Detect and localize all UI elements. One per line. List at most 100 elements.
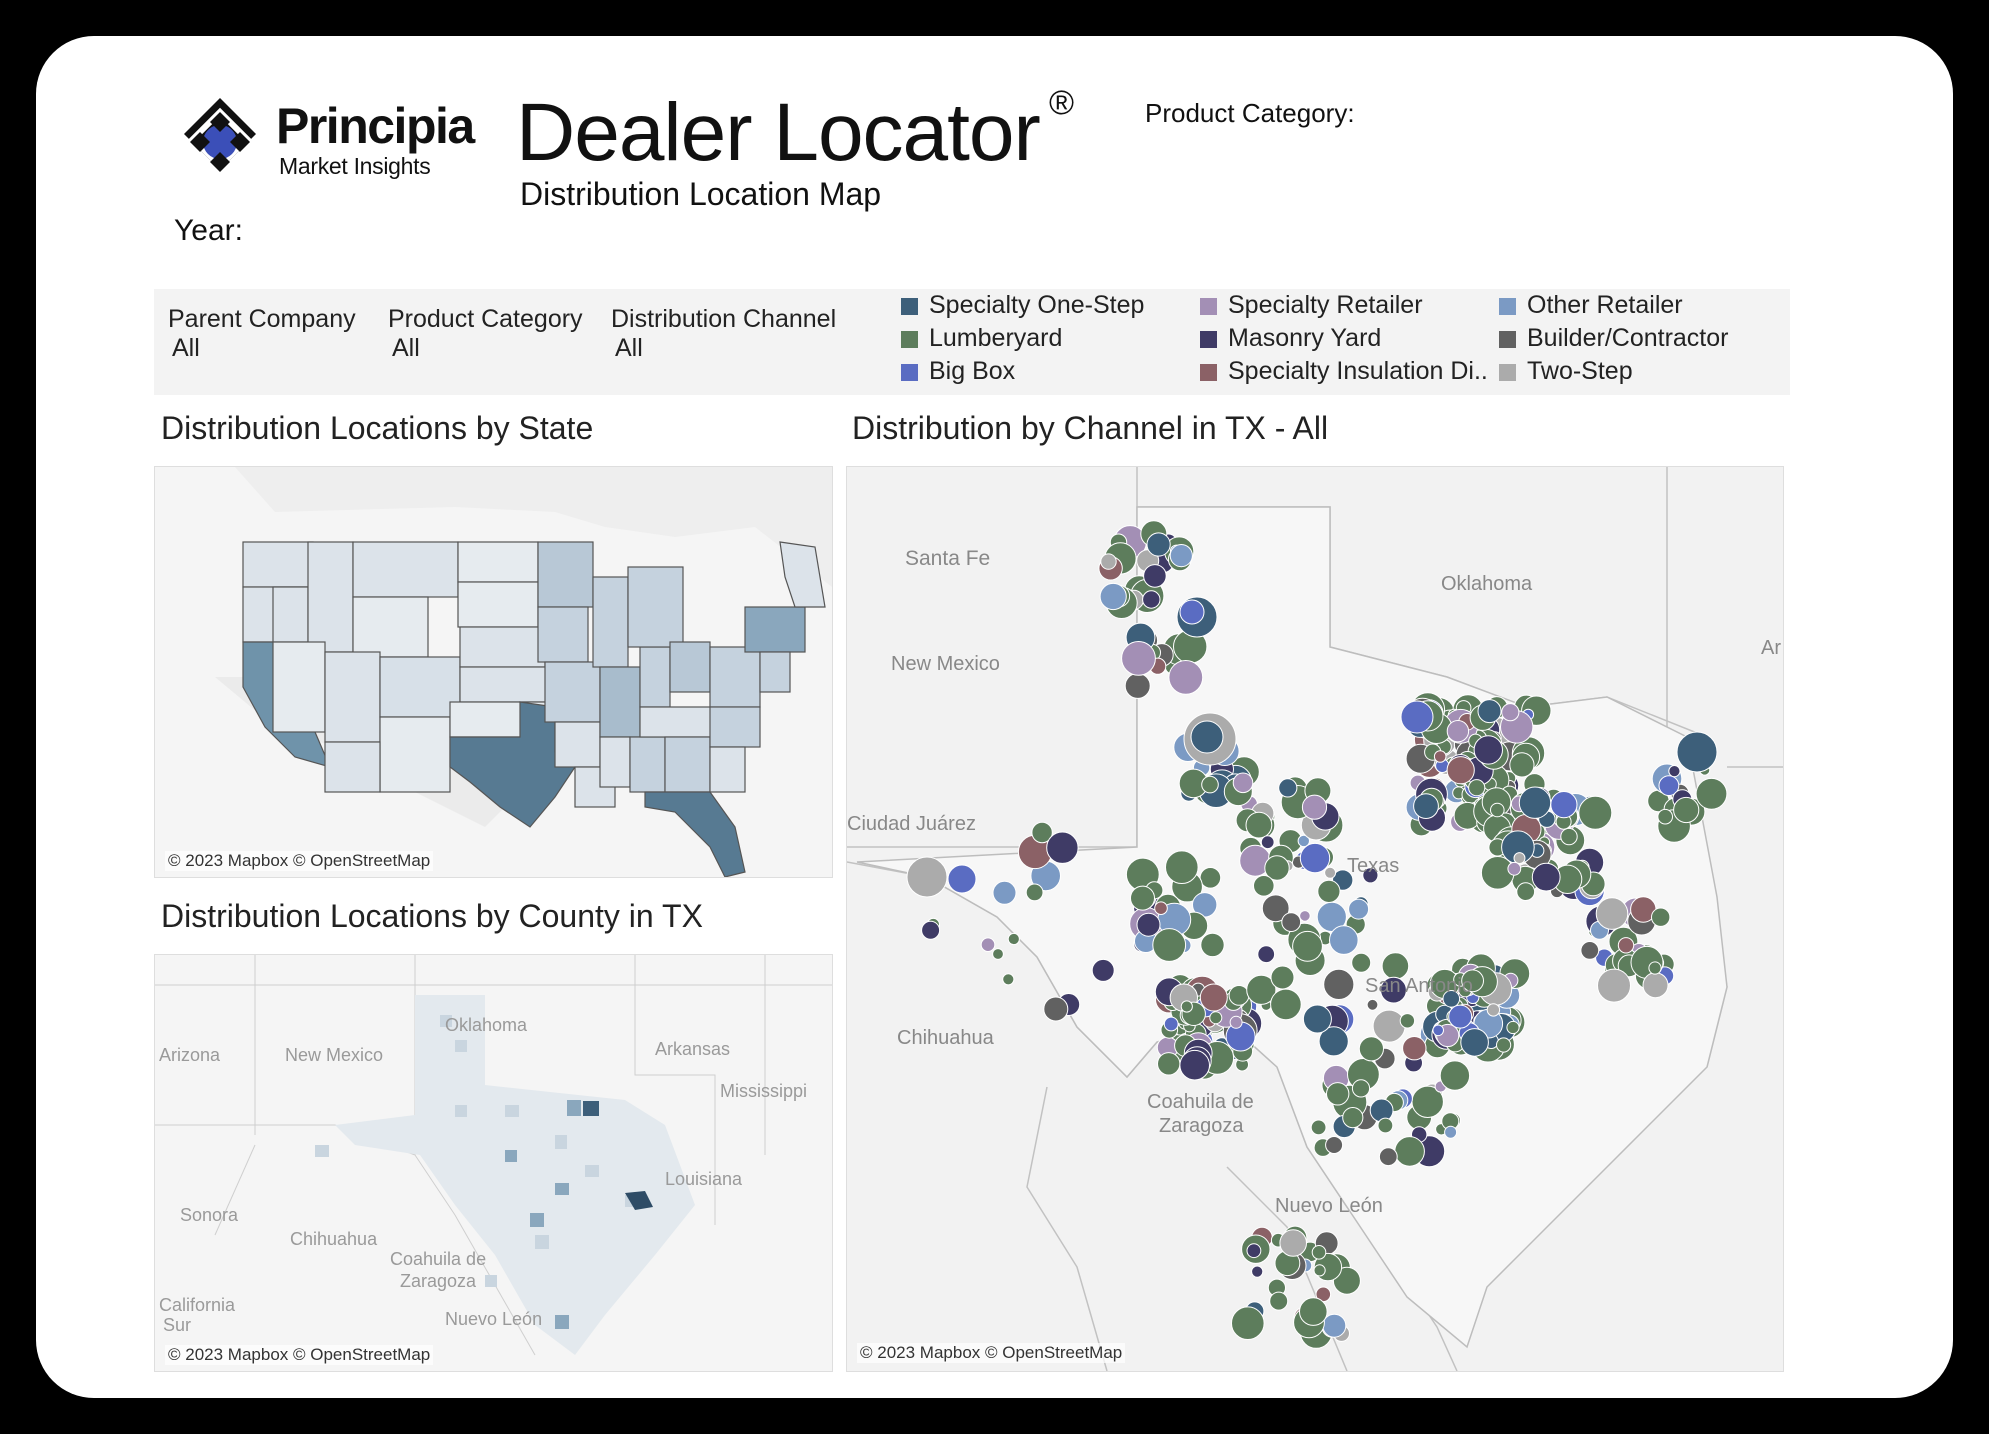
distribution-channel-filter[interactable]: Distribution Channel All xyxy=(611,305,836,363)
location-marker[interactable] xyxy=(1358,1036,1385,1062)
location-marker[interactable] xyxy=(1648,961,1662,975)
location-marker[interactable] xyxy=(1378,1147,1398,1167)
location-marker[interactable] xyxy=(1143,564,1167,588)
location-marker[interactable] xyxy=(1292,930,1323,962)
location-marker[interactable] xyxy=(1100,553,1117,570)
map-attribution[interactable]: © 2023 Mapbox © OpenStreetMap xyxy=(165,1345,434,1365)
location-marker[interactable] xyxy=(1124,672,1151,699)
location-marker[interactable] xyxy=(1501,703,1520,722)
location-marker[interactable] xyxy=(1531,862,1561,892)
location-marker[interactable] xyxy=(1299,910,1311,922)
location-marker[interactable] xyxy=(1310,1119,1327,1136)
location-marker[interactable] xyxy=(1146,532,1171,557)
location-marker[interactable] xyxy=(1351,1079,1371,1098)
map-attribution[interactable]: © 2023 Mapbox © OpenStreetMap xyxy=(857,1343,1126,1363)
location-marker[interactable] xyxy=(1676,731,1718,773)
location-marker[interactable] xyxy=(1580,941,1600,960)
location-marker[interactable] xyxy=(1329,925,1359,955)
state-map[interactable]: © 2023 Mapbox © OpenStreetMap xyxy=(154,466,833,878)
legend-item-specialty-retailer[interactable]: Specialty Retailer xyxy=(1228,291,1423,319)
location-marker[interactable] xyxy=(1695,777,1728,810)
location-marker[interactable] xyxy=(992,948,1004,960)
location-marker[interactable] xyxy=(1432,1024,1445,1037)
location-marker[interactable] xyxy=(1442,990,1461,1008)
location-marker[interactable] xyxy=(1366,998,1379,1011)
location-marker[interactable] xyxy=(1169,544,1193,568)
legend-item-other-retailer[interactable]: Other Retailer xyxy=(1527,291,1683,319)
location-marker[interactable] xyxy=(1348,898,1370,920)
location-marker[interactable] xyxy=(1460,1028,1489,1057)
location-marker[interactable] xyxy=(1142,590,1161,609)
product-category-filter-label[interactable]: Product Category: xyxy=(1145,98,1355,128)
location-marker[interactable] xyxy=(1031,821,1053,844)
location-marker[interactable] xyxy=(1513,852,1526,865)
location-marker[interactable] xyxy=(1043,996,1069,1022)
location-marker[interactable] xyxy=(1323,968,1355,1001)
location-marker[interactable] xyxy=(1651,907,1671,927)
legend-item-big-box[interactable]: Big Box xyxy=(929,357,1016,385)
location-marker[interactable] xyxy=(1163,1016,1179,1032)
location-marker[interactable] xyxy=(1168,660,1204,695)
location-marker[interactable] xyxy=(1413,793,1439,820)
location-marker[interactable] xyxy=(921,920,941,940)
location-marker[interactable] xyxy=(1199,983,1228,1012)
location-marker[interactable] xyxy=(1477,699,1502,724)
location-marker[interactable] xyxy=(1473,735,1503,765)
location-marker[interactable] xyxy=(1490,802,1505,818)
location-marker[interactable] xyxy=(1325,1136,1344,1154)
location-marker[interactable] xyxy=(1260,835,1275,850)
location-marker[interactable] xyxy=(1326,1082,1350,1106)
location-marker[interactable] xyxy=(1486,1003,1501,1017)
location-marker[interactable] xyxy=(1299,1297,1328,1326)
location-marker[interactable] xyxy=(1400,700,1434,734)
location-marker[interactable] xyxy=(1362,867,1379,884)
legend-item-specialty-insulation[interactable]: Specialty Insulation Di.. xyxy=(1228,357,1488,385)
location-marker[interactable] xyxy=(1313,1264,1326,1277)
location-marker[interactable] xyxy=(1251,1265,1264,1278)
location-marker[interactable] xyxy=(980,937,996,953)
location-marker[interactable] xyxy=(1673,796,1700,824)
location-marker[interactable] xyxy=(1002,973,1015,986)
location-marker[interactable] xyxy=(1209,1011,1223,1025)
location-marker[interactable] xyxy=(1232,772,1254,794)
location-marker[interactable] xyxy=(1377,1117,1394,1134)
location-marker[interactable] xyxy=(1299,842,1331,874)
location-marker[interactable] xyxy=(1179,599,1205,625)
location-marker[interactable] xyxy=(1261,894,1290,923)
map-attribution[interactable]: © 2023 Mapbox © OpenStreetMap xyxy=(165,851,434,871)
location-marker[interactable] xyxy=(1351,952,1372,973)
location-marker[interactable] xyxy=(1297,834,1310,848)
location-marker[interactable] xyxy=(1597,968,1631,1003)
location-marker[interactable] xyxy=(1550,791,1578,819)
location-marker[interactable] xyxy=(1439,1060,1471,1091)
location-marker[interactable] xyxy=(1046,831,1079,864)
location-marker[interactable] xyxy=(1231,1306,1265,1341)
location-marker[interactable] xyxy=(1278,778,1298,798)
location-marker[interactable] xyxy=(1444,1125,1458,1139)
location-marker[interactable] xyxy=(1399,1013,1416,1029)
location-marker[interactable] xyxy=(992,880,1017,905)
product-category-filter[interactable]: Product Category All xyxy=(388,305,583,363)
location-marker[interactable] xyxy=(1157,1052,1181,1076)
location-marker[interactable] xyxy=(1270,965,1295,990)
location-marker[interactable] xyxy=(1130,885,1155,911)
location-marker[interactable] xyxy=(1560,827,1578,846)
location-marker[interactable] xyxy=(1324,866,1337,879)
location-marker[interactable] xyxy=(1245,811,1273,839)
parent-company-filter[interactable]: Parent Company All xyxy=(168,305,356,363)
legend-item-masonry-yard[interactable]: Masonry Yard xyxy=(1228,324,1382,352)
location-marker[interactable] xyxy=(1099,582,1127,611)
location-marker[interactable] xyxy=(1311,1245,1327,1260)
county-map[interactable]: Oklahoma Arizona New Mexico Arkansas Mis… xyxy=(154,954,833,1372)
location-marker[interactable] xyxy=(1257,945,1276,964)
location-marker[interactable] xyxy=(1394,1136,1425,1167)
location-marker[interactable] xyxy=(1668,765,1681,778)
location-marker[interactable] xyxy=(1518,786,1552,819)
location-marker[interactable] xyxy=(1342,1107,1364,1129)
location-marker[interactable] xyxy=(1372,1009,1406,1043)
location-marker[interactable] xyxy=(906,856,948,898)
channel-map[interactable]: Santa Fe New Mexico Oklahoma Ar Ciudad J… xyxy=(846,466,1784,1372)
location-marker[interactable] xyxy=(1369,1098,1394,1123)
location-marker[interactable] xyxy=(1269,1291,1289,1311)
legend-item-two-step[interactable]: Two-Step xyxy=(1527,357,1633,385)
